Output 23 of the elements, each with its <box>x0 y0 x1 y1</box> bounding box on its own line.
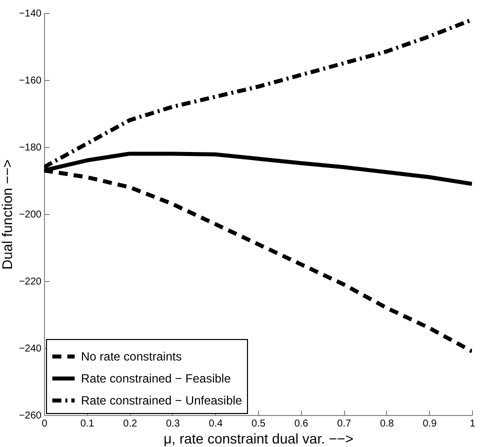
x-tick-label: 0.9 <box>422 418 438 430</box>
x-tick-label: 0.2 <box>123 418 138 430</box>
x-tick-label: 0 <box>42 418 48 430</box>
x-tick-label: 0.3 <box>166 418 180 430</box>
y-tick-label: −220 <box>18 276 42 288</box>
y-tick-label: −200 <box>18 210 42 220</box>
x-tick-label: 0.5 <box>252 418 266 430</box>
x-tick-label: 0.6 <box>294 418 309 430</box>
x-tick-label: 1 <box>470 418 476 430</box>
y-tick-label: −160 <box>18 76 42 86</box>
y-tick-label: −140 <box>18 8 42 20</box>
x-tick-label: 0.4 <box>208 418 224 430</box>
x-tick-label: 0.7 <box>337 418 352 430</box>
legend-label: Rate constrained − Feasible <box>81 372 232 386</box>
y-axis-title: Dual function −−> <box>0 159 15 270</box>
y-tick-label: −180 <box>18 142 42 154</box>
x-tick-label: 0.8 <box>380 418 394 430</box>
y-tick-label: −240 <box>18 344 42 354</box>
legend-label: Rate constrained − Unfeasible <box>81 394 242 408</box>
y-tick-label: −260 <box>18 410 42 422</box>
legend-label: No rate constraints <box>81 350 182 364</box>
x-tick-label: 0.1 <box>80 418 95 430</box>
x-axis-title: μ, rate constraint dual var. −−> <box>164 430 354 446</box>
